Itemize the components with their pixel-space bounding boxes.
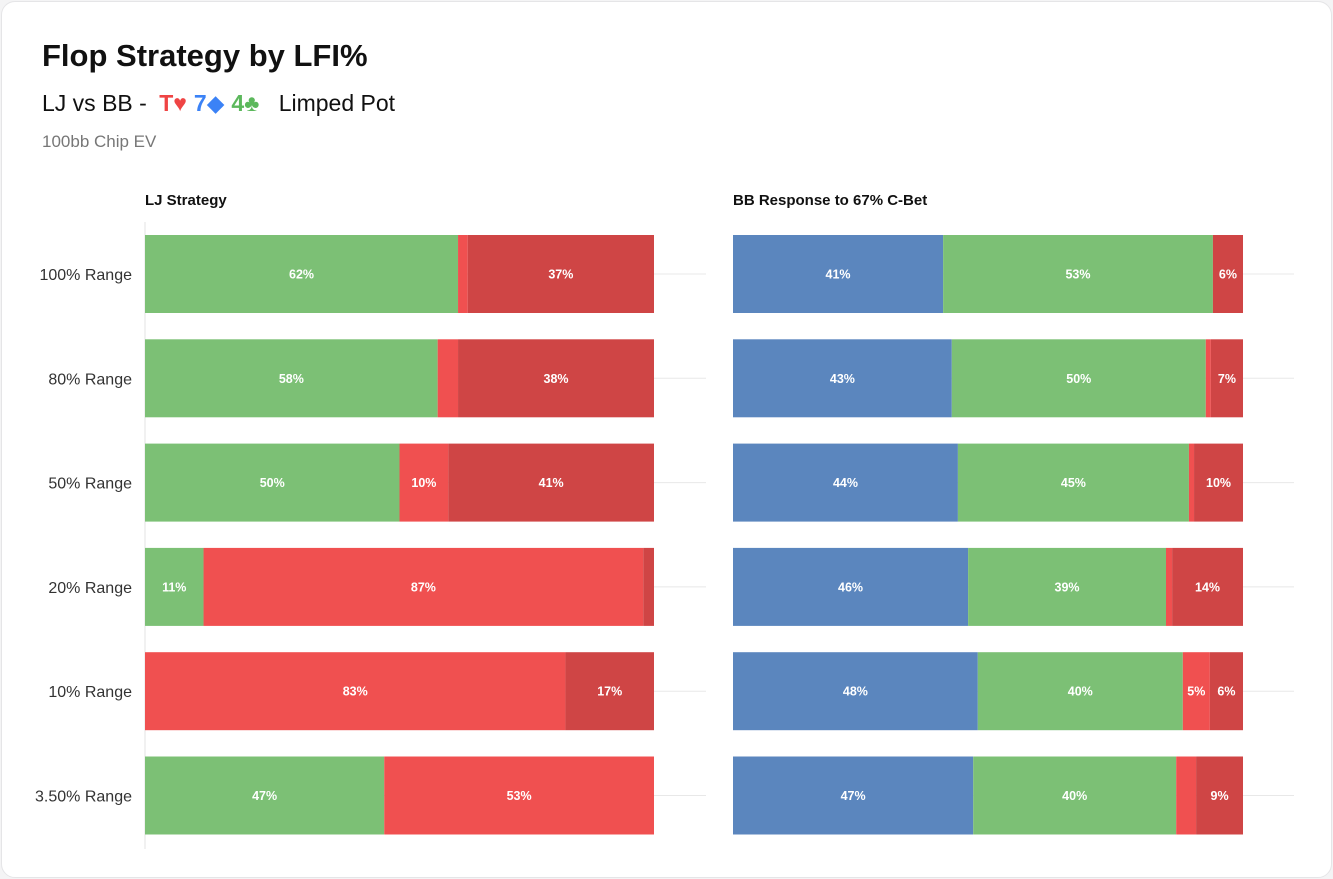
- pot-type: Limped Pot: [278, 90, 396, 116]
- row-label: 100% Range: [39, 267, 132, 284]
- data-label: 11%: [162, 580, 186, 594]
- data-label: 9%: [1211, 789, 1229, 803]
- bar-segment: [565, 652, 654, 731]
- bar-segment: [733, 547, 969, 626]
- chip-ev-note: 100bb Chip EV: [42, 132, 157, 151]
- bar-segment: [973, 756, 1177, 835]
- page-title: Flop Strategy by LFI%: [42, 38, 368, 73]
- bar-segment: [643, 547, 654, 626]
- bar-segment: [733, 652, 978, 731]
- bar-segment: [399, 443, 449, 522]
- row-label: 80% Range: [48, 371, 132, 388]
- bar-segment: [145, 547, 204, 626]
- bar-segment: [733, 443, 958, 522]
- board-card-suit-icon: ◆: [206, 90, 225, 116]
- bar-segment: [1196, 756, 1243, 835]
- data-label: 14%: [1195, 580, 1220, 594]
- board-card-rank: 7: [193, 90, 207, 116]
- bar-segment: [733, 235, 944, 313]
- data-label: 46%: [838, 580, 863, 594]
- data-label: 44%: [833, 476, 858, 490]
- bar-segment: [951, 339, 1206, 418]
- bar-segment: [733, 756, 974, 835]
- panel-title: LJ Strategy: [145, 192, 227, 209]
- bar-segment: [1182, 652, 1210, 731]
- data-label: 50%: [1066, 372, 1091, 386]
- bar-segment: [957, 443, 1189, 522]
- panel-title: BB Response to 67% C-Bet: [733, 192, 927, 209]
- bar-segment: [203, 547, 644, 626]
- bar-segment: [384, 756, 654, 835]
- data-label: 58%: [279, 372, 304, 386]
- data-label: 50%: [260, 476, 285, 490]
- bar-segment: [1205, 339, 1211, 418]
- data-label: 47%: [252, 789, 277, 803]
- bar-segment: [458, 339, 654, 418]
- bar-segment: [467, 235, 654, 313]
- board-card-suit-icon: ♣: [244, 90, 260, 116]
- bar-segment: [1188, 443, 1195, 522]
- data-label: 87%: [411, 580, 436, 594]
- bar-segment: [977, 652, 1183, 731]
- data-label: 43%: [830, 372, 855, 386]
- bar-segment: [733, 339, 952, 418]
- data-label: 83%: [343, 685, 368, 699]
- bar-segment: [1210, 339, 1243, 418]
- data-label: 53%: [507, 789, 532, 803]
- bar-segment: [458, 235, 468, 313]
- data-label: 45%: [1061, 476, 1086, 490]
- data-label: 37%: [548, 268, 573, 282]
- bar-segment: [145, 652, 566, 731]
- data-label: 53%: [1065, 268, 1090, 282]
- board-card-rank: 4: [231, 90, 245, 116]
- bar-segment: [448, 443, 654, 522]
- bar-segment: [968, 547, 1166, 626]
- data-label: 38%: [544, 372, 569, 386]
- bar-segment: [1194, 443, 1243, 522]
- data-label: 40%: [1068, 685, 1093, 699]
- data-label: 10%: [411, 476, 436, 490]
- board-card-rank: T: [159, 90, 174, 116]
- data-label: 5%: [1187, 685, 1205, 699]
- data-label: 39%: [1055, 580, 1080, 594]
- matchup-text: LJ vs BB -: [42, 90, 147, 116]
- data-label: 7%: [1218, 372, 1236, 386]
- data-label: 10%: [1206, 476, 1231, 490]
- data-label: 41%: [826, 268, 851, 282]
- bar-segment: [437, 339, 459, 418]
- board-cards: T♥ 7◆ 4♣: [153, 90, 262, 116]
- data-label: 47%: [841, 789, 866, 803]
- data-label: 40%: [1062, 789, 1087, 803]
- data-label: 6%: [1217, 685, 1235, 699]
- data-label: 62%: [289, 268, 314, 282]
- data-label: 17%: [597, 685, 622, 699]
- data-label: 48%: [843, 685, 868, 699]
- data-label: 41%: [539, 476, 564, 490]
- bar-segment: [1212, 235, 1243, 313]
- data-label: 6%: [1219, 268, 1237, 282]
- bar-segment: [145, 235, 459, 313]
- bar-segment: [145, 339, 438, 418]
- row-label: 3.50% Range: [35, 789, 132, 806]
- row-label: 20% Range: [48, 580, 132, 597]
- bar-segment: [1172, 547, 1243, 626]
- bar-segment: [145, 443, 400, 522]
- bar-segment: [943, 235, 1213, 313]
- bar-segment: [1176, 756, 1197, 835]
- bar-segment: [1165, 547, 1173, 626]
- bar-segment: [1209, 652, 1243, 731]
- row-label: 50% Range: [48, 476, 132, 493]
- bar-segment: [145, 756, 385, 835]
- page-subtitle: LJ vs BB - T♥ 7◆ 4♣ Limped Pot: [42, 90, 395, 117]
- row-label: 10% Range: [48, 684, 132, 701]
- board-card-suit-icon: ♥: [173, 90, 187, 116]
